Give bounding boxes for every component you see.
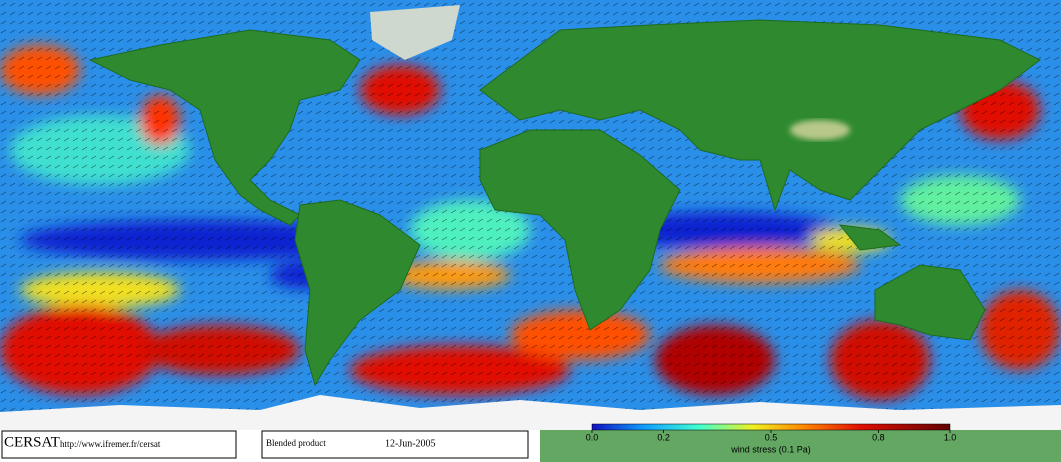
logo: CERSAT [4,434,60,450]
plateau [790,120,850,140]
colorbar-tick-label: 0.8 [872,432,885,442]
product: Blended product [266,438,326,448]
url: http://www.ifremer.fr/cersat [60,439,161,449]
footer-box [261,430,529,459]
footer-box [1,430,237,459]
colorbar-scale [591,423,951,431]
antarctica-land [540,430,1061,462]
colorbar-tick-label: 1.0 [944,432,957,442]
continents [88,19,1041,387]
greenland [370,5,460,60]
antarctica [0,395,1061,430]
colorbar-tick-label: 0.0 [586,432,599,442]
date: 12-Jun-2005 [385,438,436,449]
colorbar-tick-label: 0.2 [657,432,670,442]
colorbar-tick-label: 0.5 [765,432,778,442]
colorbar-label: wind stress (0.1 Pa) [730,444,811,454]
